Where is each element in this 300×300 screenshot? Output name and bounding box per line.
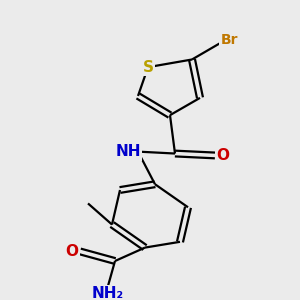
Text: O: O <box>217 148 230 163</box>
Text: O: O <box>65 244 79 259</box>
Text: NH: NH <box>115 144 141 159</box>
Text: NH₂: NH₂ <box>92 286 124 300</box>
Text: Br: Br <box>220 33 238 47</box>
Text: S: S <box>142 60 154 75</box>
